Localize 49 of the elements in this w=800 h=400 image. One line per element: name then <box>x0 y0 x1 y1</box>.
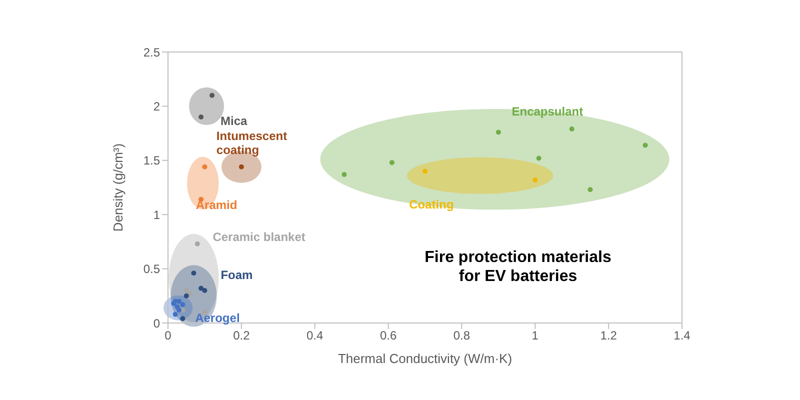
point <box>532 177 538 182</box>
point <box>176 298 182 304</box>
series-label: Aramid <box>196 198 238 212</box>
point <box>180 316 186 322</box>
point <box>180 302 186 308</box>
series-label: Encapsulant <box>512 104 584 118</box>
point <box>198 114 204 120</box>
point <box>184 293 189 298</box>
point <box>194 241 200 246</box>
point <box>202 164 208 170</box>
point <box>198 286 204 291</box>
x-tick-label: 0.2 <box>233 328 250 343</box>
point <box>210 92 215 98</box>
y-tick-label: 2 <box>153 99 160 114</box>
point <box>202 288 208 293</box>
series-label: Mica <box>220 114 248 128</box>
point <box>191 270 196 276</box>
y-tick-label: 2.5 <box>143 45 160 60</box>
series-label: Foam <box>220 268 253 282</box>
point <box>569 126 574 132</box>
x-axis-title: Thermal Conductivity (W/m·K) <box>338 351 512 366</box>
point <box>588 187 593 192</box>
y-tick-label: 0.5 <box>143 262 160 276</box>
point <box>184 288 189 293</box>
y-axis-title: Density (g/cm³) <box>110 143 126 232</box>
point <box>176 307 182 312</box>
x-tick-label: 1 <box>532 328 539 343</box>
x-tick-label: 0.6 <box>380 328 397 343</box>
series-label: Ceramic blanket <box>212 230 306 244</box>
point <box>422 168 428 174</box>
y-tick-label: 0 <box>153 316 160 330</box>
y-tick-label: 1 <box>153 208 160 222</box>
series-label: Aerogel <box>195 310 240 325</box>
point <box>172 312 178 317</box>
y-tick-label: 1.5 <box>143 154 160 168</box>
point <box>496 130 501 135</box>
x-tick-label: 0 <box>164 328 172 343</box>
point <box>642 142 648 148</box>
x-tick-label: 1.4 <box>674 328 691 343</box>
x-tick-label: 0.8 <box>453 328 470 343</box>
point <box>342 172 347 177</box>
point <box>188 291 193 296</box>
point <box>389 160 394 166</box>
text: Coating <box>409 198 454 212</box>
text: Fire protection materials for EV batteries <box>424 248 612 286</box>
x-tick-label: 0.4 <box>306 328 324 343</box>
x-tick-label: 1.2 <box>600 328 618 343</box>
series-label: Intumescent coating <box>216 128 288 157</box>
point <box>536 156 542 161</box>
